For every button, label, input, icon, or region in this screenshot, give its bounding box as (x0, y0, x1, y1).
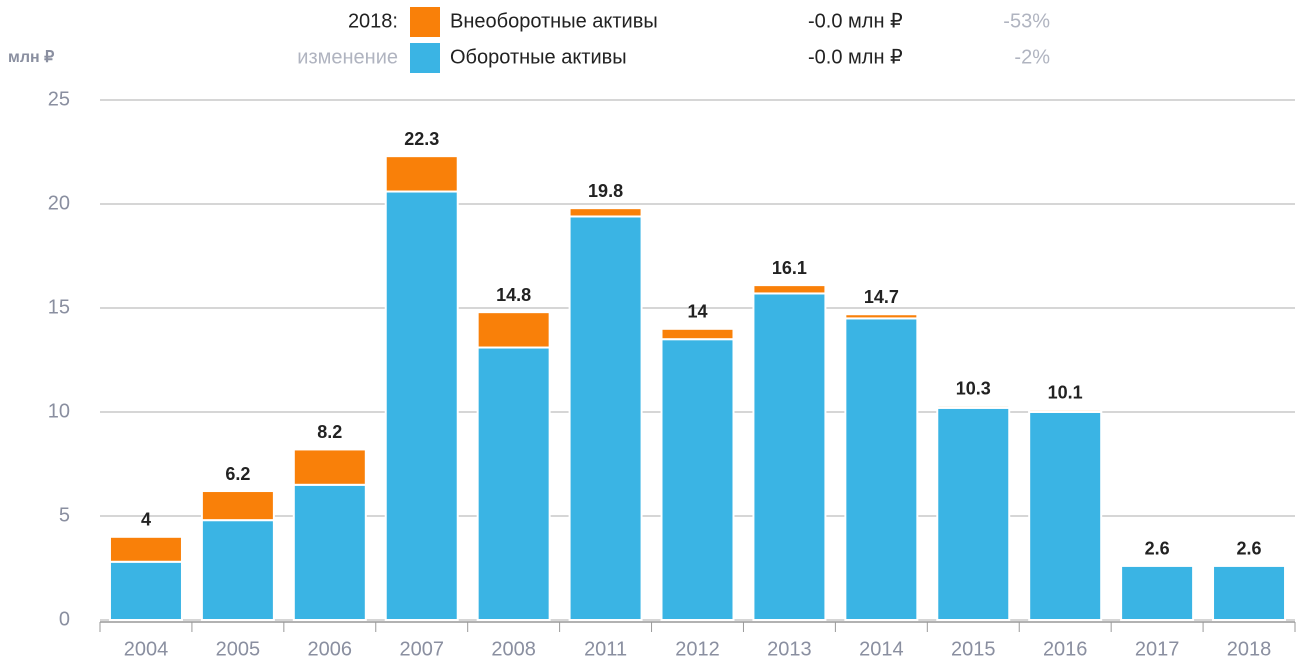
legend-swatch (410, 7, 440, 37)
x-tick-label: 2017 (1135, 638, 1180, 660)
bar-segment (200, 490, 275, 522)
x-tick-label: 2014 (859, 638, 904, 660)
x-tick-label: 2007 (399, 638, 444, 660)
bar-segment (936, 406, 1011, 621)
total-label: 14.8 (496, 285, 531, 305)
bar-segment (292, 483, 367, 621)
total-label: 8.2 (317, 422, 342, 442)
bar-segment (476, 311, 551, 349)
y-tick-label: 0 (59, 608, 70, 630)
x-tick-label: 2006 (308, 638, 353, 660)
bar-segment (568, 207, 643, 218)
total-label: 19.8 (588, 181, 623, 201)
x-tick-label: 2008 (491, 638, 536, 660)
y-tick-label: 20 (48, 192, 70, 214)
total-label: 22.3 (404, 129, 439, 149)
legend-change-pct: -2% (1014, 46, 1050, 68)
total-label: 14 (687, 302, 707, 322)
bar-segment (108, 560, 183, 622)
total-label: 2.6 (1145, 539, 1170, 559)
y-tick-label: 10 (48, 400, 70, 422)
legend-change-value: -0.0 млн ₽ (808, 46, 903, 68)
bar-segment (844, 317, 919, 621)
bar-segment (384, 190, 459, 622)
total-label: 4 (141, 510, 151, 530)
legend-swatch (410, 43, 440, 73)
y-axis-label: млн ₽ (8, 49, 54, 66)
bar-segment (1028, 408, 1103, 414)
total-label: 10.3 (956, 379, 991, 399)
total-label: 10.1 (1048, 383, 1083, 403)
legend-label: Оборотные активы (450, 46, 627, 68)
bar-segment (844, 313, 919, 320)
bar-segment (752, 284, 827, 295)
bar-segment (1212, 564, 1287, 621)
x-tick-label: 2012 (675, 638, 720, 660)
x-tick-label: 2005 (216, 638, 261, 660)
bar-segment (752, 292, 827, 621)
total-label: 2.6 (1237, 539, 1262, 559)
bar-segment (936, 404, 1011, 409)
bar-segment (1028, 411, 1103, 621)
bar-segment (200, 519, 275, 621)
total-label: 16.1 (772, 258, 807, 278)
bar-segment (1120, 564, 1195, 621)
y-tick-label: 5 (59, 504, 70, 526)
total-label: 14.7 (864, 287, 899, 307)
x-tick-label: 2004 (124, 638, 169, 660)
bar-segment (476, 346, 551, 621)
legend-change-pct: -53% (1003, 10, 1050, 32)
x-tick-label: 2011 (584, 638, 627, 660)
y-tick-label: 15 (48, 296, 70, 318)
bar-segment (568, 215, 643, 621)
legend-subtitle: изменение (297, 46, 398, 68)
bar-segment (384, 155, 459, 193)
legend-label: Внеоборотные активы (450, 10, 658, 32)
x-tick-label: 2015 (951, 638, 996, 660)
y-tick-label: 25 (48, 88, 70, 110)
legend-title: 2018: (348, 10, 398, 32)
bar-segment (292, 448, 367, 486)
bar-segment (660, 338, 735, 621)
bar-segment (660, 327, 735, 341)
bar-segment (108, 535, 183, 563)
total-label: 6.2 (225, 464, 250, 484)
x-tick-label: 2016 (1043, 638, 1088, 660)
legend-change-value: -0.0 млн ₽ (808, 10, 903, 32)
x-tick-label: 2018 (1227, 638, 1272, 660)
x-tick-label: 2013 (767, 638, 812, 660)
